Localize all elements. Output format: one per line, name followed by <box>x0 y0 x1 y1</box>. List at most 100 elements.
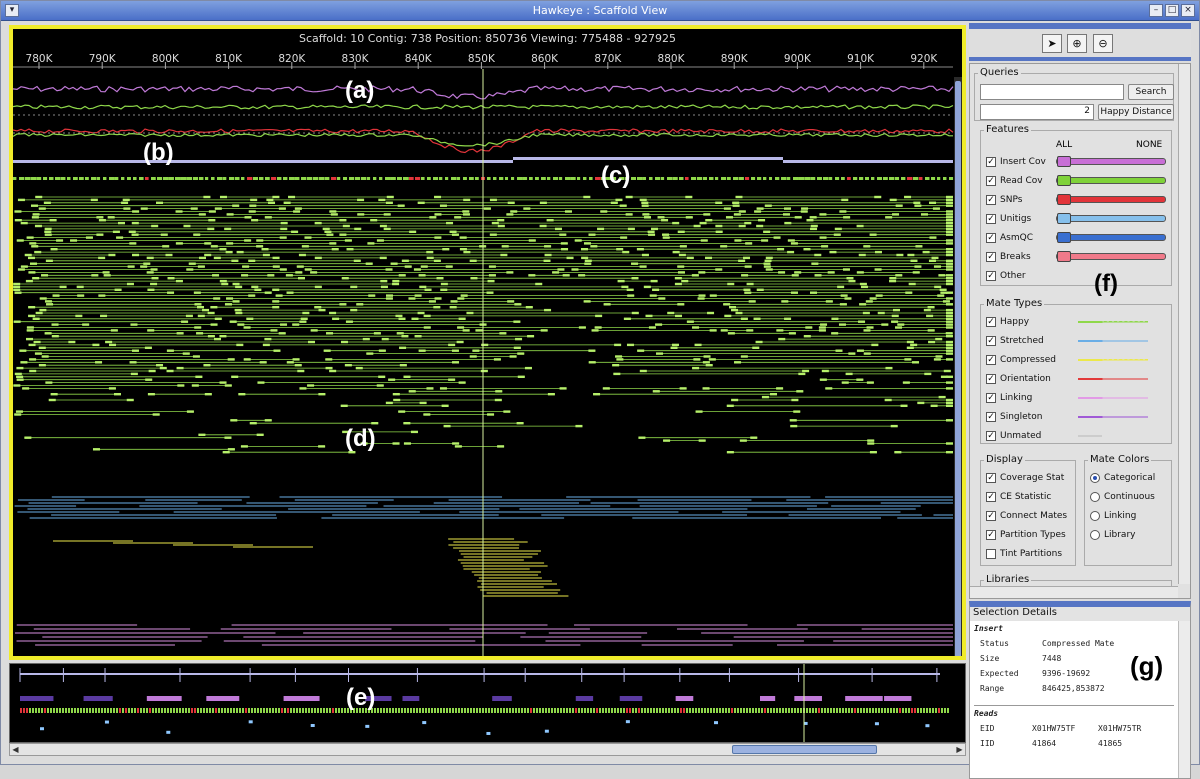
display-checkbox[interactable]: ✓ <box>986 492 996 502</box>
zoom-in-icon[interactable]: ⊕ <box>1067 34 1087 53</box>
overview-read-mark <box>749 708 751 713</box>
feature-checkbox[interactable]: ✓ <box>986 214 996 224</box>
settings-vertical-scrollbar[interactable] <box>1178 64 1190 584</box>
feature-checkbox[interactable]: ✓ <box>986 195 996 205</box>
read-mark <box>938 395 946 399</box>
mate-type-row[interactable]: ✓ Unmated <box>986 428 1041 444</box>
feature-row[interactable]: ✓ Other <box>986 268 1026 284</box>
feature-checkbox[interactable]: ✓ <box>986 252 996 262</box>
display-option-row[interactable]: ✓ Coverage Stat <box>986 470 1064 486</box>
title-bar[interactable]: ▾ Hawkeye : Scaffold View – □ × <box>1 1 1199 21</box>
mate-type-checkbox[interactable]: ✓ <box>986 336 996 346</box>
slider-knob[interactable] <box>1057 213 1071 224</box>
mate-color-row[interactable]: Library <box>1090 527 1135 543</box>
display-checkbox[interactable]: ✓ <box>986 530 996 540</box>
read-mark <box>540 329 548 332</box>
scroll-right-icon[interactable]: ▶ <box>956 745 963 754</box>
close-button[interactable]: × <box>1181 4 1195 17</box>
feature-opacity-slider[interactable] <box>1056 251 1166 262</box>
slider-knob[interactable] <box>1057 156 1071 167</box>
mate-color-radio[interactable] <box>1090 473 1100 483</box>
feature-row[interactable]: ✓ SNPs <box>986 192 1022 208</box>
read-mark <box>16 239 24 242</box>
slider-knob[interactable] <box>1057 175 1071 186</box>
feature-row[interactable]: ✓ Unitigs <box>986 211 1031 227</box>
mate-color-row[interactable]: Categorical <box>1090 470 1155 486</box>
mate-type-checkbox[interactable]: ✓ <box>986 393 996 403</box>
display-option-row[interactable]: ✓ CE Statistic <box>986 489 1051 505</box>
feature-checkbox[interactable]: ✓ <box>986 157 996 167</box>
mate-type-row[interactable]: ✓ Compressed <box>986 352 1056 368</box>
mate-type-checkbox[interactable]: ✓ <box>986 431 996 441</box>
mate-color-radio[interactable] <box>1090 511 1100 521</box>
feature-row[interactable]: ✓ Read Cov <box>986 173 1043 189</box>
mate-type-row[interactable]: ✓ Stretched <box>986 333 1044 349</box>
feature-opacity-slider[interactable] <box>1056 194 1166 205</box>
mate-type-row[interactable]: ✓ Singleton <box>986 409 1042 425</box>
search-input[interactable] <box>980 84 1124 100</box>
maximize-button[interactable]: □ <box>1165 4 1179 17</box>
mate-type-row[interactable]: ✓ Linking <box>986 390 1032 406</box>
feature-row[interactable]: ✓ Insert Cov <box>986 154 1046 170</box>
display-option-row[interactable]: ✓ Connect Mates <box>986 508 1067 524</box>
mate-type-checkbox[interactable]: ✓ <box>986 374 996 384</box>
display-checkbox[interactable]: ✓ <box>986 473 996 483</box>
read-strip-mark <box>139 177 144 180</box>
mate-type-checkbox[interactable]: ✓ <box>986 317 996 327</box>
feature-opacity-slider[interactable] <box>1056 213 1166 224</box>
scroll-left-icon[interactable]: ◀ <box>12 745 19 754</box>
feature-opacity-slider[interactable] <box>1056 232 1166 243</box>
mate-type-checkbox[interactable]: ✓ <box>986 412 996 422</box>
scaffold-canvas[interactable] <box>13 29 962 656</box>
read-strip-mark <box>529 177 533 180</box>
feature-checkbox[interactable]: ✓ <box>986 233 996 243</box>
read-strip-mark <box>607 177 613 180</box>
feature-opacity-slider[interactable] <box>1056 175 1166 186</box>
slider-knob[interactable] <box>1057 194 1071 205</box>
mate-color-radio[interactable] <box>1090 492 1100 502</box>
overview-read-mark <box>392 708 394 713</box>
distance-input[interactable]: 2 <box>980 104 1094 120</box>
minimize-button[interactable]: – <box>1149 4 1163 17</box>
display-option-row[interactable]: ✓ Partition Types <box>986 527 1066 543</box>
mate-type-checkbox[interactable]: ✓ <box>986 355 996 365</box>
main-vertical-scroll-thumb[interactable] <box>955 81 961 656</box>
horizontal-scroll-thumb[interactable] <box>732 745 877 754</box>
settings-horizontal-scrollbar[interactable] <box>970 586 1178 598</box>
horizontal-scrollbar[interactable]: ◀ ▶ <box>9 743 966 756</box>
mate-type-row[interactable]: ✓ Orientation <box>986 371 1051 387</box>
display-checkbox[interactable] <box>986 549 996 559</box>
happy-distance-button[interactable]: Happy Distance <box>1098 104 1174 120</box>
features-all-label[interactable]: ALL <box>1056 140 1073 150</box>
read-mark <box>726 404 734 407</box>
overview-canvas[interactable] <box>10 664 965 742</box>
read-mark <box>859 303 867 306</box>
search-button[interactable]: Search <box>1128 84 1174 100</box>
mate-type-row[interactable]: ✓ Happy <box>986 314 1029 330</box>
feature-row[interactable]: ✓ AsmQC <box>986 230 1033 246</box>
feature-checkbox[interactable]: ✓ <box>986 271 996 281</box>
scaffold-view[interactable]: Scaffold: 10 Contig: 738 Position: 85073… <box>9 25 966 660</box>
read-mark <box>232 282 240 286</box>
mate-color-row[interactable]: Continuous <box>1090 489 1155 505</box>
display-checkbox[interactable]: ✓ <box>986 511 996 521</box>
settings-panel: Queries Search 2 Happy Distance Features… <box>969 63 1191 599</box>
feature-row[interactable]: ✓ Breaks <box>986 249 1031 265</box>
mate-color-radio[interactable] <box>1090 530 1100 540</box>
window-menu-icon[interactable]: ▾ <box>5 4 19 17</box>
slider-knob[interactable] <box>1057 232 1071 243</box>
feature-checkbox[interactable]: ✓ <box>986 176 996 186</box>
read-strip-mark <box>553 177 559 180</box>
overview-read-mark <box>674 708 676 713</box>
zoom-out-icon[interactable]: ⊖ <box>1093 34 1113 53</box>
selection-vertical-scrollbar[interactable] <box>1178 621 1190 778</box>
mate-color-row[interactable]: Linking <box>1090 508 1136 524</box>
features-none-label[interactable]: NONE <box>1136 140 1163 150</box>
read-mark <box>574 239 582 242</box>
overview-read-mark <box>74 708 76 713</box>
display-option-row[interactable]: Tint Partitions <box>986 546 1062 562</box>
slider-knob[interactable] <box>1057 251 1071 262</box>
overview-strip[interactable]: (e) <box>9 663 966 743</box>
pointer-icon[interactable]: ➤ <box>1042 34 1062 53</box>
feature-opacity-slider[interactable] <box>1056 156 1166 167</box>
